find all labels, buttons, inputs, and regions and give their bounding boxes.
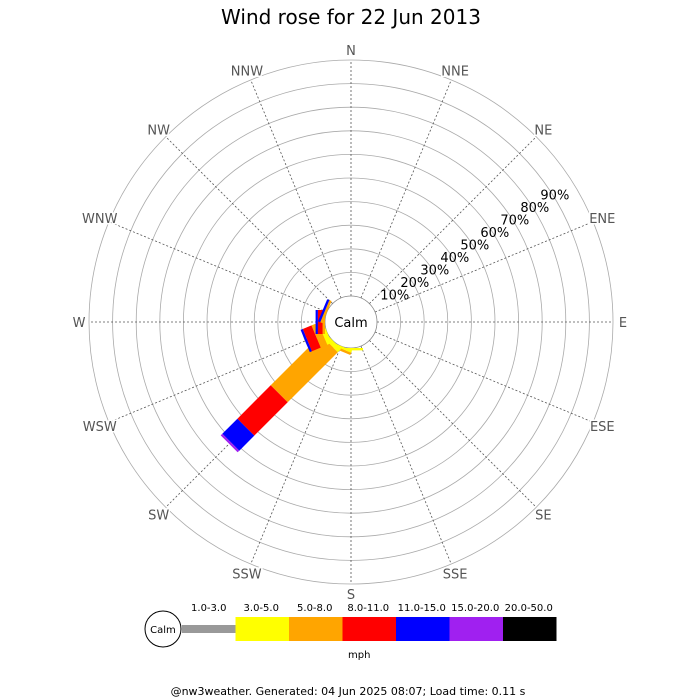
legend-label-5.0-8.0: 5.0-8.0 [297,603,332,614]
polar-grid [88,59,614,585]
legend-label-20.0-50.0: 20.0-50.0 [505,603,553,614]
grid-spoke [360,79,452,299]
radial-tick-label: 30% [420,264,449,279]
direction-label-wnw: WNW [82,212,118,227]
legend-calm-label: Calm [150,625,176,636]
wind-bar-wnw-5.0-8.0 [320,300,332,324]
grid-spoke [108,221,328,313]
legend-label-15.0-20.0: 15.0-20.0 [451,603,499,614]
direction-label-s: S [347,588,355,603]
legend-unit-label: mph [348,650,370,661]
direction-label-ne: NE [534,124,552,139]
radial-tick-label: 60% [480,226,509,241]
grid-ring [277,248,425,396]
direction-label-se: SE [535,508,551,523]
grid-ring [300,271,401,372]
direction-label-ese: ESE [590,420,615,435]
wind-bar-sw-8.0-11.0 [237,385,288,436]
grid-spoke [250,345,342,565]
legend-swatch-5.0-8.0 [289,617,343,641]
legend-label-11.0-15.0: 11.0-15.0 [398,603,446,614]
legend-swatch-3.0-5.0 [235,617,289,641]
direction-label-e: E [619,316,627,331]
legend-label-1.0-3.0: 1.0-3.0 [191,603,226,614]
direction-label-ssw: SSW [232,567,262,582]
wind-bar-w-11.0-15.0 [315,310,318,334]
axis-labels: N NNE NE ENE E ESE SE SSE S SSW SW WSW W WNW NW NNW Calm… [71,43,629,605]
wind-bar-sw-5.0-8.0 [270,335,338,403]
radial-tick-label: 40% [440,251,469,266]
radial-tick-label: 90% [540,189,569,204]
direction-label-nw: NW [147,124,170,139]
direction-label-sw: SW [148,508,169,523]
speed-legend: Calm 1.0-3.0 3.0-5.0 5.0-8.0 8.0-11.0 11.0-15… [144,603,557,661]
wind-bar-wnw-11.0-15.0 [318,299,330,323]
wind-bar-wsw-5.0-8.0 [311,322,328,348]
direction-label-nne: NNE [441,65,469,80]
grid-ring [253,224,449,420]
wind-bar-sw-15.0-20.0 [220,433,240,453]
wind-bar-wsw-11.0-15.0 [300,329,312,353]
radial-tick-label: 80% [520,201,549,216]
direction-label-ene: ENE [589,212,615,227]
grid-spoke [369,136,537,304]
grid-ring [230,201,472,443]
legend-swatch-1.0-3.0 [182,625,236,633]
legend-swatch-11.0-15.0 [396,617,450,641]
direction-label-wsw: WSW [83,420,117,435]
footer-text: @nw3weather. Generated: 04 Jun 2025 08:0… [171,685,526,698]
wind-bars [220,299,363,453]
chart-title: Wind rose for 22 Jun 2013 [221,5,481,29]
direction-label-n: N [346,44,356,59]
calm-label: Calm [334,316,367,331]
grid-ring [88,59,614,585]
radial-tick-label: 20% [400,276,429,291]
wind-bar-sw-11.0-15.0 [222,418,255,451]
radial-tick-label: 70% [500,214,529,229]
radial-tick-label: 50% [460,239,489,254]
legend-label-8.0-11.0: 8.0-11.0 [347,603,389,614]
legend-swatch-15.0-20.0 [449,617,503,641]
legend-label-3.0-5.0: 3.0-5.0 [244,603,279,614]
direction-label-w: W [73,316,86,331]
grid-spoke [360,345,452,565]
legend-swatch-8.0-11.0 [342,617,396,641]
radial-tick-label: 10% [380,289,409,304]
grid-spoke [369,340,537,508]
direction-label-nnw: NNW [231,65,263,80]
legend-swatch-20.0-50.0 [503,617,557,641]
grid-spoke [374,221,594,313]
grid-spoke [165,136,333,304]
direction-label-sse: SSE [443,567,468,582]
wind-bar-wsw-8.0-11.0 [302,325,321,352]
grid-spoke [250,79,342,299]
grid-spoke [108,331,328,423]
legend-calm-circle [144,610,182,648]
grid-spoke [374,331,594,423]
